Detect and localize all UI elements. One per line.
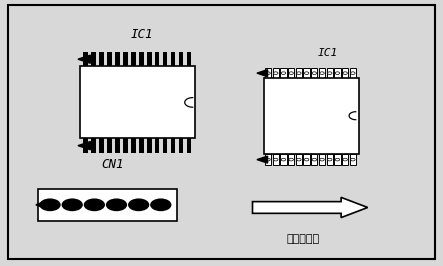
Circle shape <box>351 158 355 161</box>
Circle shape <box>39 198 61 211</box>
Bar <box>272 154 279 165</box>
Bar <box>115 52 120 66</box>
Bar <box>319 154 325 165</box>
Bar <box>319 68 325 78</box>
Bar <box>107 138 112 153</box>
Circle shape <box>84 198 105 211</box>
Polygon shape <box>257 156 268 163</box>
Bar <box>296 68 302 78</box>
Circle shape <box>320 158 324 161</box>
Bar <box>80 66 195 138</box>
Bar <box>334 154 341 165</box>
Bar <box>83 52 88 66</box>
Circle shape <box>273 72 278 74</box>
Circle shape <box>266 72 270 74</box>
Bar <box>272 68 279 78</box>
Circle shape <box>320 72 324 74</box>
Bar <box>334 68 341 78</box>
Circle shape <box>128 198 149 211</box>
Bar <box>131 52 136 66</box>
Polygon shape <box>257 70 268 77</box>
Circle shape <box>273 158 278 161</box>
Bar <box>147 138 152 153</box>
Bar <box>155 138 159 153</box>
Bar <box>303 154 310 165</box>
Circle shape <box>106 198 127 211</box>
Bar <box>99 138 104 153</box>
Bar <box>139 52 144 66</box>
Circle shape <box>281 158 286 161</box>
Bar <box>123 52 128 66</box>
Bar <box>280 68 287 78</box>
Bar <box>179 138 183 153</box>
Bar <box>131 138 136 153</box>
Bar <box>123 138 128 153</box>
Bar <box>264 78 359 154</box>
Bar <box>326 154 333 165</box>
Bar <box>91 52 96 66</box>
Circle shape <box>335 158 340 161</box>
Bar <box>265 154 271 165</box>
Polygon shape <box>253 197 368 218</box>
Bar <box>107 52 112 66</box>
Bar <box>350 154 356 165</box>
Bar <box>171 52 175 66</box>
Polygon shape <box>78 142 90 150</box>
Bar <box>187 52 191 66</box>
Text: IC1: IC1 <box>318 48 338 58</box>
Text: IC1: IC1 <box>131 28 153 41</box>
Circle shape <box>266 158 270 161</box>
Bar <box>171 138 175 153</box>
Bar <box>311 68 317 78</box>
Text: CN1: CN1 <box>102 159 124 171</box>
Circle shape <box>351 72 355 74</box>
Bar <box>342 68 348 78</box>
Bar <box>288 68 294 78</box>
Bar <box>115 138 120 153</box>
Bar <box>342 154 348 165</box>
Bar <box>139 138 144 153</box>
Circle shape <box>289 72 293 74</box>
Bar <box>83 138 88 153</box>
Bar <box>303 68 310 78</box>
Bar <box>179 52 183 66</box>
Circle shape <box>304 72 309 74</box>
Bar <box>280 154 287 165</box>
Polygon shape <box>78 55 90 63</box>
Circle shape <box>312 158 316 161</box>
Bar <box>155 52 159 66</box>
Circle shape <box>304 158 309 161</box>
Circle shape <box>343 72 347 74</box>
Circle shape <box>327 72 332 74</box>
Circle shape <box>297 72 301 74</box>
Circle shape <box>327 158 332 161</box>
Circle shape <box>62 198 83 211</box>
Polygon shape <box>36 200 48 210</box>
Bar <box>38 189 177 221</box>
Bar <box>311 154 317 165</box>
Circle shape <box>297 158 301 161</box>
Circle shape <box>289 158 293 161</box>
Bar <box>163 52 167 66</box>
Circle shape <box>312 72 316 74</box>
Bar <box>187 138 191 153</box>
Bar <box>91 138 96 153</box>
Circle shape <box>150 198 171 211</box>
Bar <box>350 68 356 78</box>
Bar <box>296 154 302 165</box>
Bar <box>99 52 104 66</box>
Bar <box>147 52 152 66</box>
Circle shape <box>343 158 347 161</box>
Circle shape <box>281 72 286 74</box>
Bar <box>163 138 167 153</box>
Bar <box>326 68 333 78</box>
Text: 过波峰方向: 过波峰方向 <box>287 234 320 244</box>
Bar <box>265 68 271 78</box>
Bar <box>288 154 294 165</box>
Circle shape <box>335 72 340 74</box>
